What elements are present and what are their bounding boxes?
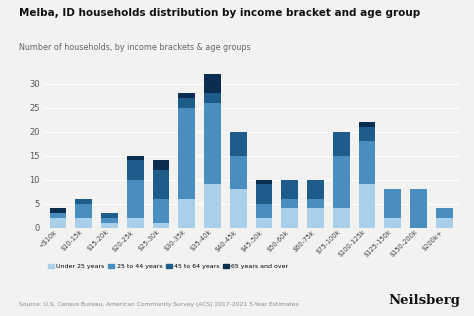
Bar — [384, 189, 401, 218]
Bar — [436, 218, 453, 228]
Bar — [75, 204, 92, 218]
Bar — [153, 170, 170, 199]
Bar — [436, 208, 453, 218]
Bar — [50, 218, 66, 228]
Text: Source: U.S. Census Bureau, American Community Survey (ACS) 2017-2021 5-Year Est: Source: U.S. Census Bureau, American Com… — [19, 301, 299, 307]
Text: Melba, ID households distribution by income bracket and age group: Melba, ID households distribution by inc… — [19, 8, 420, 18]
Bar — [75, 218, 92, 228]
Bar — [256, 218, 273, 228]
Bar — [204, 94, 221, 103]
Bar — [127, 218, 144, 228]
Bar — [307, 208, 324, 228]
Bar — [50, 208, 66, 213]
Text: Neilsberg: Neilsberg — [388, 294, 460, 307]
Bar — [256, 185, 273, 204]
Bar — [359, 185, 375, 228]
Bar — [282, 179, 298, 199]
Bar — [204, 103, 221, 185]
Bar — [359, 141, 375, 185]
Bar — [333, 208, 350, 228]
Bar — [127, 179, 144, 218]
Bar — [204, 74, 221, 94]
Bar — [50, 213, 66, 218]
Bar — [333, 132, 350, 156]
Bar — [101, 218, 118, 223]
Legend: Under 25 years, 25 to 44 years, 45 to 64 years, 65 years and over: Under 25 years, 25 to 44 years, 45 to 64… — [46, 261, 291, 272]
Bar — [153, 223, 170, 228]
Bar — [410, 189, 427, 228]
Bar — [153, 161, 170, 170]
Bar — [179, 199, 195, 228]
Bar — [359, 127, 375, 141]
Text: Number of households, by income brackets & age groups: Number of households, by income brackets… — [19, 43, 251, 52]
Bar — [307, 179, 324, 199]
Bar — [101, 213, 118, 218]
Bar — [359, 122, 375, 127]
Bar — [282, 208, 298, 228]
Bar — [179, 108, 195, 199]
Bar — [307, 199, 324, 208]
Bar — [256, 179, 273, 185]
Bar — [230, 189, 246, 228]
Bar — [179, 98, 195, 108]
Bar — [127, 161, 144, 179]
Bar — [204, 185, 221, 228]
Bar — [127, 156, 144, 161]
Bar — [153, 199, 170, 223]
Bar — [75, 199, 92, 204]
Bar — [333, 156, 350, 208]
Bar — [384, 218, 401, 228]
Bar — [101, 223, 118, 228]
Bar — [179, 94, 195, 98]
Bar — [230, 156, 246, 189]
Bar — [230, 132, 246, 156]
Bar — [282, 199, 298, 208]
Bar — [256, 204, 273, 218]
